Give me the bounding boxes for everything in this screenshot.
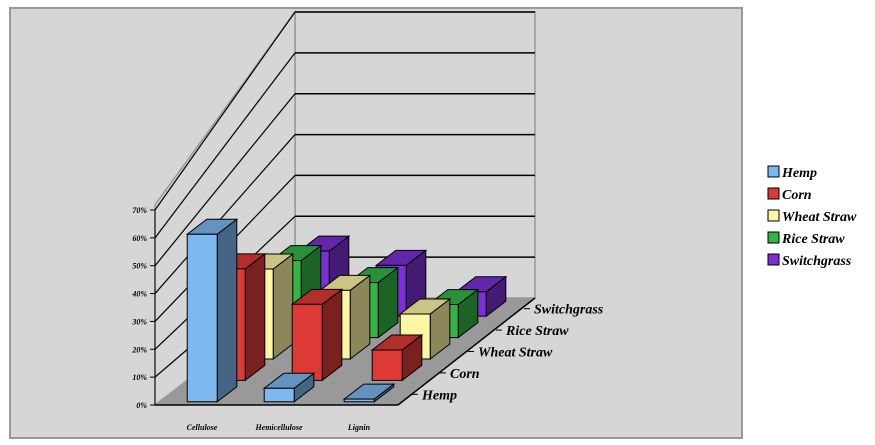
legend-swatch xyxy=(767,187,780,200)
series-axis-label: Switchgrass xyxy=(534,303,604,318)
y-tick-label: 70% xyxy=(132,206,147,215)
y-axis-ticks: 0% 10% 20% 30% 40% 50% 60% 70% xyxy=(131,206,155,410)
y-tick-label: 10% xyxy=(132,373,147,382)
legend-label: Switchgrass xyxy=(782,254,852,269)
x-axis-labels: Cellulose Hemicellulose Lignin xyxy=(187,423,371,432)
bar-hemp-hemicellulose xyxy=(262,372,316,403)
series-axis-label: Rice Straw xyxy=(505,324,569,339)
gridline-side xyxy=(154,93,296,267)
legend-label: Rice Straw xyxy=(781,232,845,247)
bar-hemp-lignin xyxy=(342,383,396,403)
floor-right-edge xyxy=(397,297,536,406)
x-axis-label: Cellulose xyxy=(187,423,218,432)
y-tick-label: 20% xyxy=(131,345,147,354)
bar-corn-hemicellulose xyxy=(290,288,344,382)
legend: Hemp Corn Wheat Straw Rice Straw Switchgrass xyxy=(767,165,857,269)
series-axis-labels: Hemp Corn Wheat Straw Rice Straw Switchgrass xyxy=(412,303,604,403)
series-axis-label: Hemp xyxy=(421,388,457,403)
y-tick-label: 60% xyxy=(132,234,147,243)
bars xyxy=(185,218,508,403)
y-tick-label: 0% xyxy=(136,401,147,410)
legend-swatch xyxy=(767,231,780,244)
legend-swatch xyxy=(767,165,780,178)
gridline-side xyxy=(154,134,296,294)
legend-label: Corn xyxy=(782,188,812,203)
bar-corn-lignin xyxy=(370,333,424,382)
legend-label: Hemp xyxy=(781,166,817,181)
x-axis-label: Hemicellulose xyxy=(254,423,303,432)
series-axis-label: Wheat Straw xyxy=(478,346,553,361)
gridline-side xyxy=(154,52,296,239)
bar-hemp-cellulose xyxy=(185,218,239,403)
gridline-side xyxy=(154,11,296,211)
legend-swatch xyxy=(767,209,780,222)
legend-swatch xyxy=(767,253,780,266)
x-axis-label: Lignin xyxy=(347,423,371,432)
y-tick-label: 40% xyxy=(131,290,147,299)
y-tick-label: 30% xyxy=(131,317,147,326)
series-axis-label: Corn xyxy=(450,367,480,382)
y-tick-label: 50% xyxy=(132,262,147,271)
legend-label: Wheat Straw xyxy=(782,210,857,225)
